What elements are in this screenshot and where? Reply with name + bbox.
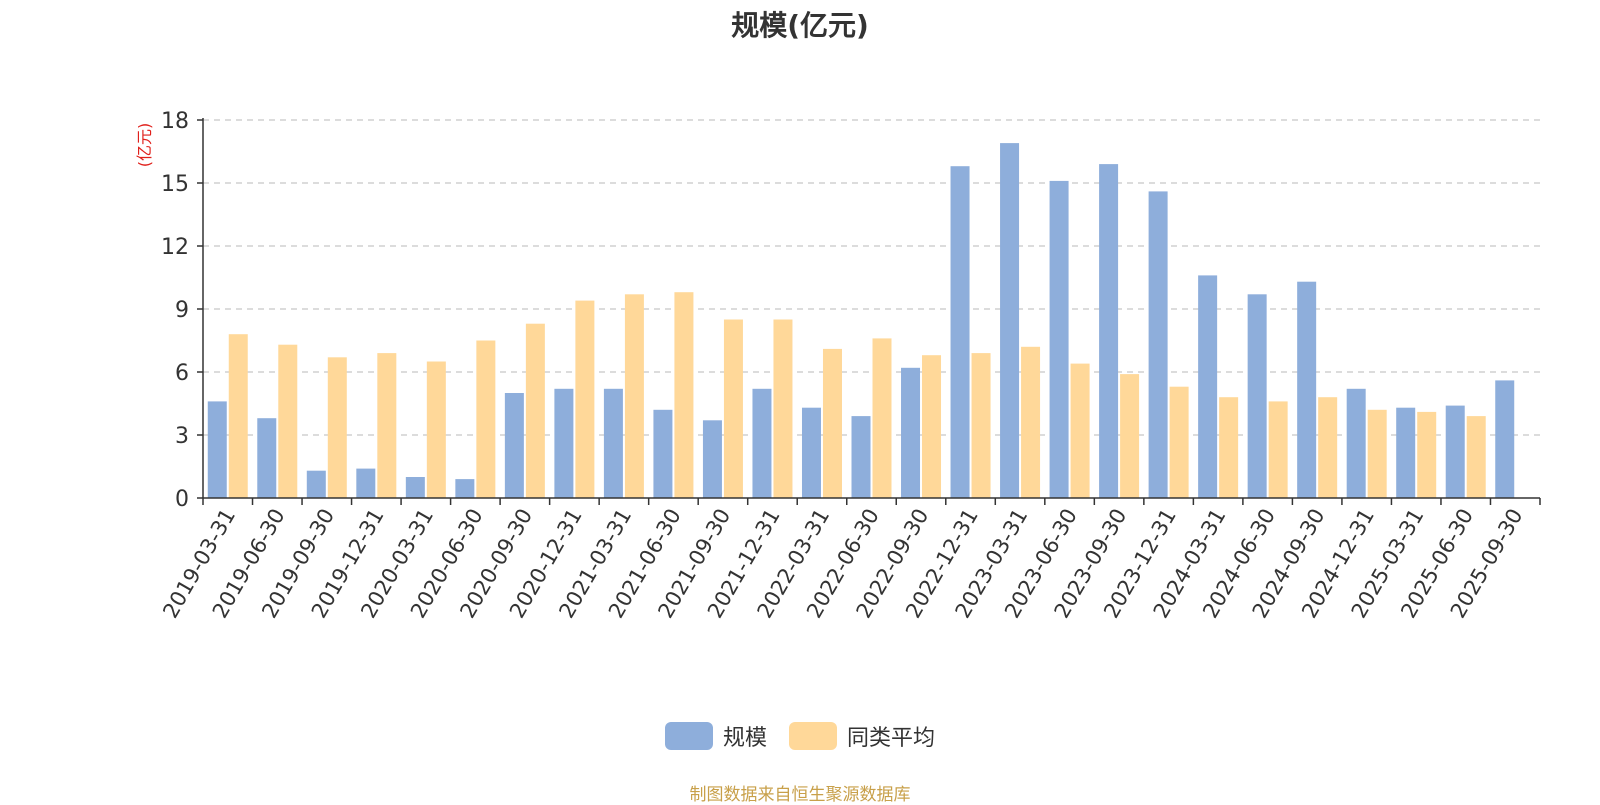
bar-peer-average xyxy=(377,353,397,498)
bar-scale xyxy=(901,367,921,498)
bar-peer-average xyxy=(228,334,248,498)
bar-peer-average xyxy=(575,300,595,498)
legend-item[interactable]: 同类平均 xyxy=(789,720,935,752)
y-tick-label: 9 xyxy=(175,298,189,323)
bar-scale xyxy=(851,416,871,498)
y-tick-label: 12 xyxy=(161,235,189,260)
bar-scale xyxy=(1000,143,1020,498)
legend: 规模 同类平均 xyxy=(0,720,1600,752)
bar-peer-average xyxy=(723,319,743,498)
bar-peer-average xyxy=(922,355,942,498)
legend-swatch xyxy=(664,722,713,750)
bar-peer-average xyxy=(1318,397,1338,498)
bar-scale xyxy=(1148,191,1168,498)
bar-peer-average xyxy=(1367,409,1387,498)
bar-peer-average xyxy=(773,319,793,498)
bar-peer-average xyxy=(525,323,545,498)
y-tick-label: 0 xyxy=(175,487,189,512)
bar-peer-average xyxy=(426,361,446,498)
chart-title: 规模(亿元) xyxy=(731,9,869,42)
y-tick-label: 18 xyxy=(161,109,189,134)
bar-peer-average xyxy=(674,292,694,498)
bar-scale xyxy=(1346,388,1366,498)
bar-peer-average xyxy=(872,338,892,498)
bar-peer-average xyxy=(327,357,347,498)
bar-scale xyxy=(554,388,574,498)
axes-layer xyxy=(197,118,1541,505)
bar-peer-average xyxy=(1070,363,1090,498)
bar-scale xyxy=(1049,180,1069,498)
bar-peer-average xyxy=(278,344,298,498)
grid-layer xyxy=(203,119,1540,436)
bar-scale xyxy=(1198,275,1218,498)
bar-scale xyxy=(603,388,623,498)
bar-scale xyxy=(752,388,772,498)
bars-layer xyxy=(207,143,1515,498)
bar-scale xyxy=(405,477,425,498)
bar-peer-average xyxy=(1268,401,1288,498)
bar-peer-average xyxy=(1120,374,1140,498)
bar-peer-average xyxy=(1219,397,1239,498)
bar-scale xyxy=(356,468,376,498)
legend-swatch xyxy=(789,722,837,750)
y-tick-label: 15 xyxy=(161,172,189,197)
bar-scale xyxy=(1297,281,1317,498)
bar-peer-average xyxy=(624,294,644,498)
bar-scale xyxy=(207,401,227,498)
bar-peer-average xyxy=(822,348,842,498)
bar-scale xyxy=(504,393,524,498)
bar-scale xyxy=(1445,405,1465,498)
y-axis-label: (亿元) xyxy=(135,123,154,168)
bar-peer-average xyxy=(476,340,496,498)
bar-peer-average xyxy=(1021,346,1041,498)
bar-peer-average xyxy=(1466,416,1486,498)
legend-label: 同类平均 xyxy=(847,726,936,751)
bar-scale xyxy=(801,407,821,498)
legend-item[interactable]: 规模 xyxy=(664,720,767,752)
bar-scale xyxy=(1247,294,1267,498)
bar-scale xyxy=(653,409,673,498)
bar-scale xyxy=(702,420,722,498)
bar-scale xyxy=(1099,164,1119,498)
bar-scale xyxy=(950,166,970,498)
bar-scale xyxy=(455,479,475,498)
legend-label: 规模 xyxy=(722,726,767,751)
y-tick-label: 3 xyxy=(175,424,189,449)
bar-peer-average xyxy=(1417,411,1437,498)
bar-peer-average xyxy=(1169,386,1189,498)
bar-scale xyxy=(1495,380,1515,498)
bar-peer-average xyxy=(971,353,991,498)
source-note: 制图数据来自恒生聚源数据库 xyxy=(689,785,911,805)
y-tick-label: 6 xyxy=(175,361,189,386)
bar-scale xyxy=(1396,407,1416,498)
bar-scale xyxy=(306,470,326,498)
bar-scale xyxy=(257,418,277,498)
